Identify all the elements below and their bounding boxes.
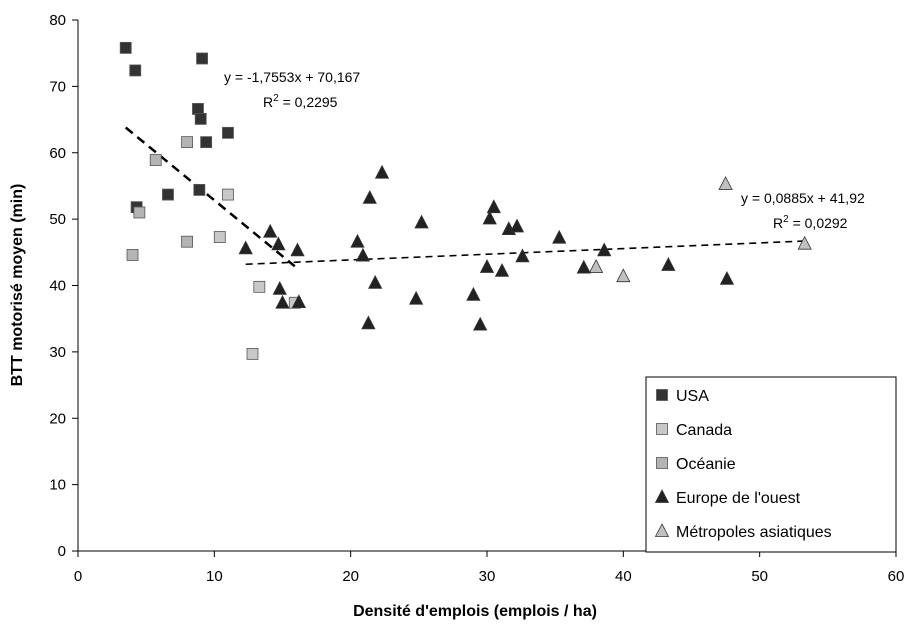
usa-point bbox=[129, 64, 142, 77]
europe-de-l-ouest-point bbox=[661, 257, 676, 271]
y-axis-title: BTT motorisé moyen (min) bbox=[9, 184, 26, 387]
oceanie-point bbox=[133, 206, 146, 219]
x-tick-label: 40 bbox=[615, 568, 632, 585]
europe-de-l-ouest-point bbox=[374, 164, 390, 179]
europe-de-l-ouest-point bbox=[515, 248, 530, 263]
y-tick-label: 0 bbox=[58, 543, 66, 560]
europe-de-l-ouest-point bbox=[275, 294, 290, 309]
y-tick-label: 40 bbox=[49, 278, 66, 295]
axis-ticks: 0 10 20 30 40 50 60 0 10 20 30 40 50 60 70 80 bbox=[49, 12, 904, 585]
y-tick-label: 60 bbox=[49, 145, 66, 162]
oceanie-point bbox=[149, 154, 162, 166]
trend-r2-2: R2 = 0,0292 bbox=[773, 214, 848, 231]
metropoles-asiatiques-point bbox=[588, 259, 604, 273]
canada-point bbox=[213, 231, 226, 243]
trend-equation-2: y = 0,0885x + 41,92 bbox=[741, 190, 865, 206]
europe-de-l-ouest-point bbox=[552, 229, 567, 244]
oceanie-point bbox=[126, 249, 139, 261]
legend-marker-metropoles-asiatiques bbox=[654, 523, 670, 537]
x-tick-label: 60 bbox=[888, 568, 905, 585]
canada-point bbox=[222, 188, 234, 201]
metropoles-asiatiques-point bbox=[616, 268, 631, 283]
trend-r2-1: R2 = 0,2295 bbox=[263, 93, 338, 110]
europe-de-l-ouest-point bbox=[238, 240, 253, 255]
europe-de-l-ouest-point bbox=[361, 315, 376, 330]
legend-label-europe-de-l-ouest: Europe de l'ouest bbox=[676, 490, 801, 507]
oceanie-point bbox=[181, 235, 193, 248]
canada-point bbox=[253, 280, 266, 293]
europe-de-l-ouest-point bbox=[482, 210, 497, 225]
usa-point bbox=[193, 184, 206, 196]
trendline-1 bbox=[124, 126, 296, 268]
usa-point bbox=[194, 112, 207, 125]
europe-de-l-ouest-point bbox=[350, 233, 365, 248]
y-tick-label: 50 bbox=[49, 211, 66, 228]
x-tick-label: 10 bbox=[206, 568, 223, 585]
x-tick-label: 50 bbox=[751, 568, 768, 585]
europe-de-l-ouest-point bbox=[479, 259, 495, 273]
usa-point bbox=[162, 188, 174, 201]
trendlines bbox=[124, 126, 805, 268]
europe-de-l-ouest-point bbox=[271, 236, 286, 251]
x-tick-label: 30 bbox=[479, 568, 496, 585]
legend-label-canada: Canada bbox=[676, 422, 732, 439]
legend-marker-usa bbox=[656, 389, 668, 401]
x-tick-label: 20 bbox=[342, 568, 359, 585]
canada-point bbox=[246, 347, 259, 360]
europe-de-l-ouest-point bbox=[509, 218, 525, 233]
legend: USA Canada Océanie Europe de l'ouest Métropo… bbox=[645, 376, 897, 553]
europe-de-l-ouest-point bbox=[414, 214, 429, 229]
europe-de-l-ouest-point bbox=[272, 280, 287, 295]
europe-de-l-ouest-point bbox=[597, 242, 612, 257]
legend-marker-oceanie bbox=[656, 457, 668, 469]
europe-de-l-ouest-point bbox=[494, 263, 510, 277]
legend-label-oceanie: Océanie bbox=[676, 456, 736, 473]
europe-de-l-ouest-point bbox=[355, 247, 371, 262]
europe-de-l-ouest-point bbox=[466, 286, 481, 301]
y-tick-label: 70 bbox=[49, 78, 66, 95]
trendline-2 bbox=[245, 240, 805, 266]
europe-de-l-ouest-point bbox=[576, 259, 591, 274]
usa-point bbox=[200, 136, 213, 149]
usa-point bbox=[192, 103, 204, 115]
usa-point bbox=[222, 126, 234, 139]
europe-de-l-ouest-point bbox=[362, 190, 377, 204]
trend-equation-1: y = -1,7553x + 70,167 bbox=[224, 69, 360, 85]
europe-de-l-ouest-point bbox=[368, 274, 383, 289]
x-tick-label: 0 bbox=[74, 568, 82, 585]
legend-box bbox=[645, 376, 897, 553]
legend-label-metropoles-asiatiques: Métropoles asiatiques bbox=[676, 524, 832, 541]
europe-de-l-ouest-point bbox=[263, 223, 278, 238]
europe-de-l-ouest-point bbox=[290, 242, 305, 257]
europe-de-l-ouest-point bbox=[408, 290, 424, 305]
usa-point bbox=[196, 52, 208, 65]
legend-label-usa: USA bbox=[676, 388, 709, 405]
y-tick-label: 10 bbox=[49, 477, 66, 494]
x-axis-title: Densité d'emplois (emplois / ha) bbox=[353, 603, 597, 620]
legend-marker-canada bbox=[656, 423, 668, 435]
europe-de-l-ouest-point bbox=[291, 294, 307, 308]
metropoles-asiatiques-point bbox=[718, 176, 733, 190]
europe-de-l-ouest-point bbox=[473, 316, 488, 331]
y-tick-label: 30 bbox=[49, 344, 66, 361]
data-points bbox=[119, 41, 812, 360]
europe-de-l-ouest-point bbox=[719, 270, 735, 285]
usa-point bbox=[119, 41, 132, 54]
y-tick-label: 20 bbox=[49, 410, 66, 427]
y-tick-label: 80 bbox=[49, 12, 66, 29]
europe-de-l-ouest-point bbox=[486, 199, 501, 214]
metropoles-asiatiques-point bbox=[797, 235, 812, 250]
oceanie-point bbox=[181, 136, 193, 149]
legend-marker-europe-de-l-ouest bbox=[654, 489, 670, 503]
